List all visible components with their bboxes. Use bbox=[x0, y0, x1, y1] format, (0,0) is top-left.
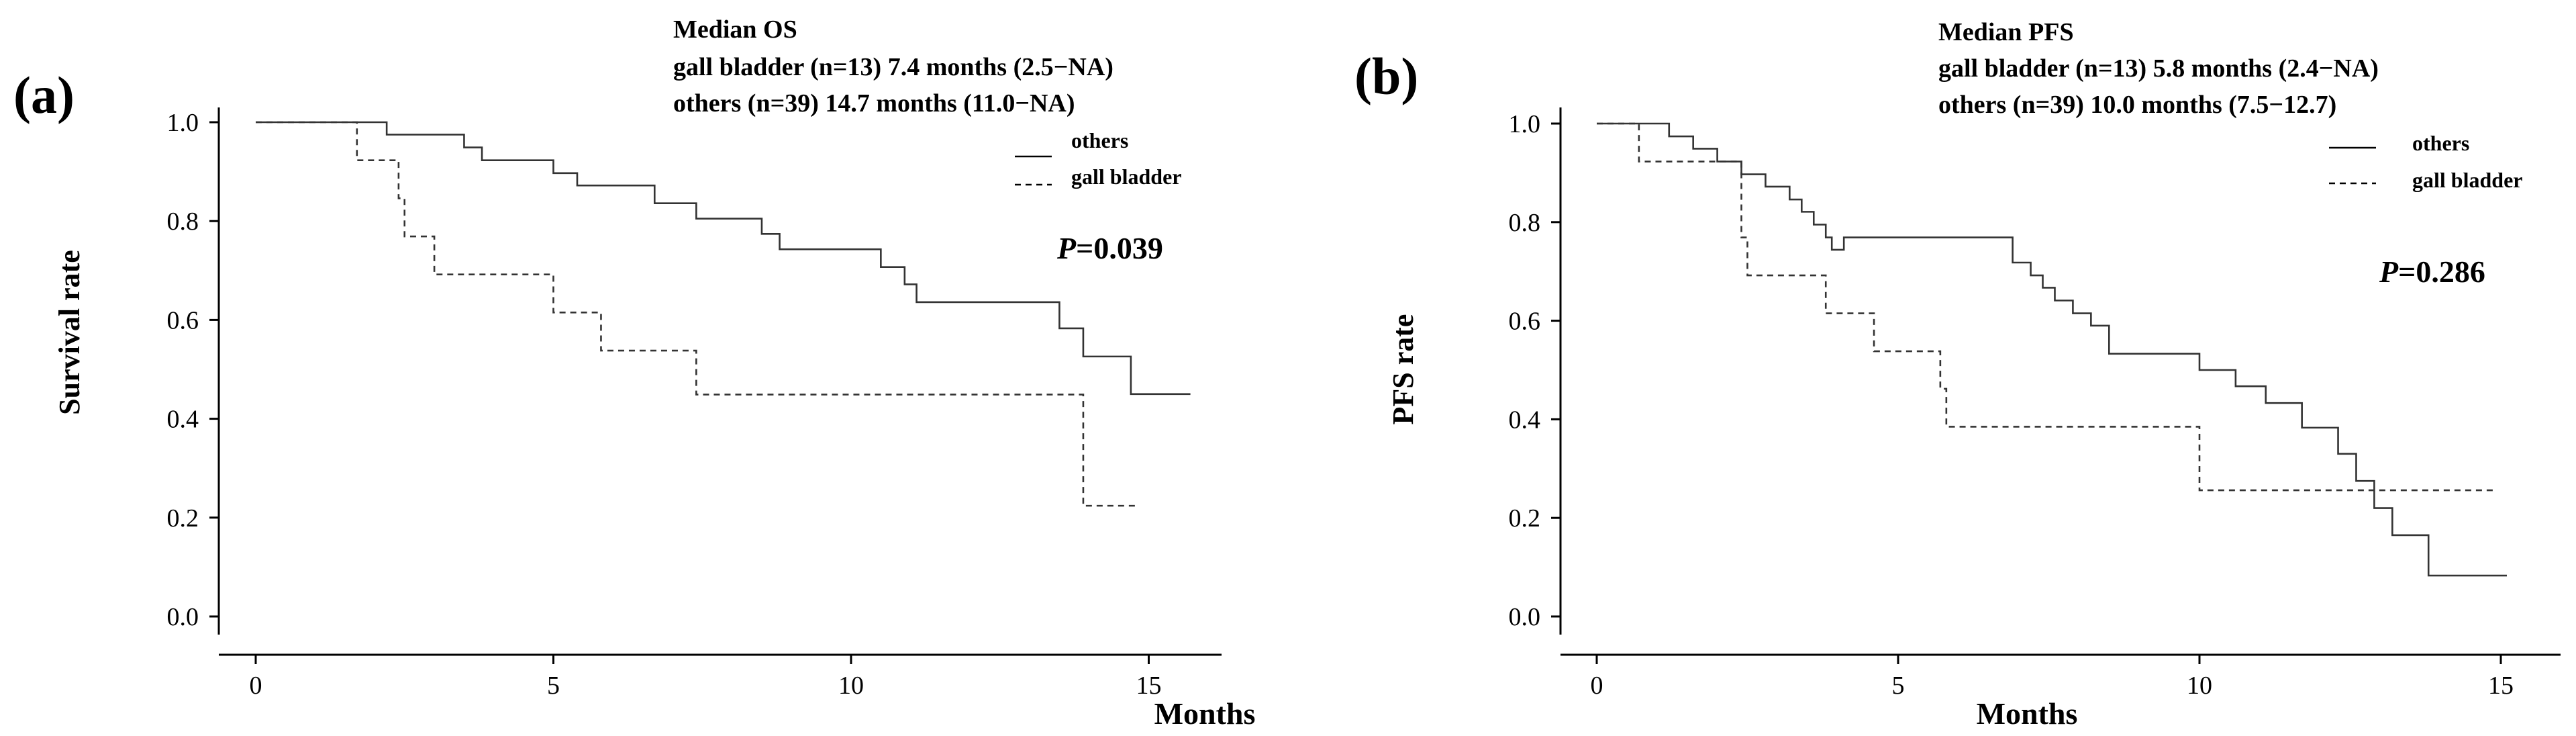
panel-b-median-title: Median PFS bbox=[1938, 18, 2074, 46]
panel-a-x-tick-label: 5 bbox=[547, 672, 560, 700]
panel-a-y-tick-label: 0.8 bbox=[167, 208, 199, 236]
panel-a-y-tick-label: 1.0 bbox=[167, 109, 199, 137]
panel-a-gall-bladder-curve bbox=[256, 121, 1137, 507]
panel-b-gall-bladder-curve bbox=[1597, 122, 2495, 492]
panel-a-median-gall-bladder: gall bladder (n=13) 7.4 months (2.5−NA) bbox=[673, 53, 1113, 81]
panel-a-y-tick-label: 0.4 bbox=[167, 406, 199, 434]
panel-a-p-value: P=0.039 bbox=[1056, 231, 1163, 265]
panel-a-y-tick-label: 0.6 bbox=[167, 306, 199, 334]
panel-b-y-tick-label: 0.0 bbox=[1509, 603, 1541, 631]
panel-a-y-tick-label: 0.2 bbox=[167, 504, 199, 533]
panel-a-x-tick-label: 0 bbox=[250, 672, 262, 700]
panel-a-label: (a) bbox=[13, 66, 75, 124]
panel-a-median-title: Median OS bbox=[673, 15, 797, 44]
panel-b-median-others: others (n=39) 10.0 months (7.5−12.7) bbox=[1938, 91, 2336, 119]
panel-b-curves bbox=[1597, 122, 2507, 577]
panel-b-p-value: P=0.286 bbox=[2379, 255, 2485, 289]
panel-b-y-tick-label: 1.0 bbox=[1509, 110, 1541, 138]
panel-a-curves bbox=[256, 121, 1191, 507]
panel-a-x-tick-label: 15 bbox=[1136, 672, 1162, 700]
panel-b-x-axis-label: Months bbox=[1977, 696, 2078, 731]
panel-a-legend-gall-bladder-label: gall bladder bbox=[1071, 165, 1181, 189]
panel-a-axes: 0.0 0.2 0.4 0.6 0.8 1.0 0 5 10 15 bbox=[167, 107, 1222, 700]
panel-b-median-gall-bladder: gall bladder (n=13) 5.8 months (2.4−NA) bbox=[1938, 54, 2379, 83]
panel-b-x-tick-label: 5 bbox=[1892, 672, 1905, 700]
panel-b-legend-gall-bladder-label: gall bladder bbox=[2412, 168, 2522, 192]
panel-a-legend-others-label: others bbox=[1071, 128, 1128, 152]
panel-b-legend: others gall bladder bbox=[2329, 131, 2522, 192]
panel-a-x-axis-label: Months bbox=[1154, 696, 1256, 731]
panel-b-label: (b) bbox=[1354, 47, 1418, 105]
panel-b-x-tick-label: 10 bbox=[2187, 672, 2212, 700]
panel-a-median-others: others (n=39) 14.7 months (11.0−NA) bbox=[673, 89, 1075, 118]
panel-b-y-tick-label: 0.6 bbox=[1509, 308, 1541, 336]
panel-b-y-axis-label: PFS rate bbox=[1387, 314, 1420, 425]
panel-b-others-curve bbox=[1597, 122, 2507, 577]
panel-b-y-tick-label: 0.8 bbox=[1509, 209, 1541, 237]
panel-a-others-curve bbox=[256, 121, 1191, 396]
panel-a-overall-survival: (a) Median OS gall bladder (n=13) 7.4 mo… bbox=[13, 15, 1255, 731]
panel-a-y-tick-label: 0.0 bbox=[167, 603, 199, 631]
panel-a-y-axis-label: Survival rate bbox=[53, 250, 86, 415]
panel-b-legend-others-label: others bbox=[2412, 131, 2469, 155]
panel-b-x-tick-label: 0 bbox=[1591, 672, 1603, 700]
panel-b-y-tick-label: 0.2 bbox=[1509, 504, 1541, 533]
panel-b-y-tick-label: 0.4 bbox=[1509, 406, 1541, 434]
panel-b-x-tick-label: 15 bbox=[2488, 672, 2514, 700]
panel-b-axes: 0.0 0.2 0.4 0.6 0.8 1.0 0 5 10 15 bbox=[1509, 107, 2561, 700]
panel-b-progression-free-survival: (b) Median PFS gall bladder (n=13) 5.8 m… bbox=[1354, 18, 2561, 731]
panel-a-x-tick-label: 10 bbox=[838, 672, 864, 700]
panel-a-legend: others gall bladder bbox=[1015, 128, 1181, 189]
